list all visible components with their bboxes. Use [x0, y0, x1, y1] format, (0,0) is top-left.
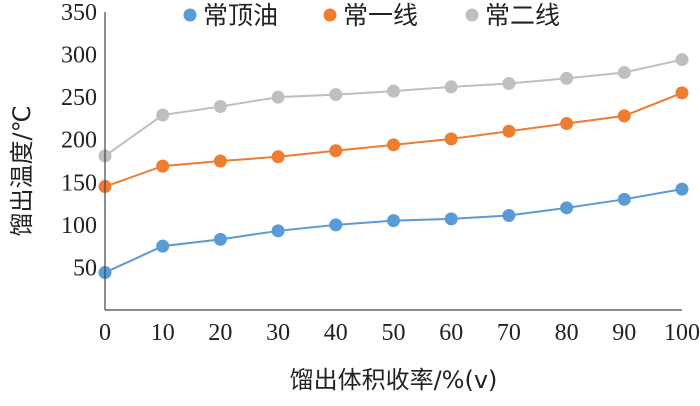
data-point	[156, 159, 170, 173]
y-tick-label: 250	[61, 85, 97, 111]
data-point	[560, 117, 574, 131]
legend-item: 常顶油	[183, 1, 278, 30]
legend-marker	[323, 8, 337, 22]
legend-label: 常顶油	[203, 1, 278, 30]
data-point	[156, 108, 170, 122]
data-point	[560, 201, 574, 215]
x-tick-labels: 0 10 20 30 40 50 60 70 80 90 100	[99, 320, 700, 346]
x-tick-label: 100	[664, 320, 700, 346]
data-point	[329, 144, 343, 158]
x-tick-label: 50	[382, 320, 406, 346]
x-tick-label: 10	[151, 320, 175, 346]
x-tick-label: 70	[497, 320, 521, 346]
legend-item: 常二线	[465, 1, 560, 30]
data-point	[156, 239, 170, 253]
series-line	[104, 188, 683, 274]
data-point	[387, 138, 400, 152]
y-tick-label: 200	[61, 128, 97, 154]
series-layer	[98, 53, 689, 280]
data-point	[502, 124, 516, 138]
legend-marker	[183, 8, 197, 22]
y-tick-label: 350	[61, 0, 97, 26]
data-point	[213, 100, 227, 114]
x-tick-label: 90	[612, 320, 636, 346]
data-point	[213, 232, 227, 246]
data-point	[617, 109, 631, 123]
x-tick-label: 30	[266, 320, 290, 346]
data-point	[271, 150, 285, 164]
y-axis-title: 馏出温度/℃	[8, 105, 36, 236]
data-point	[271, 90, 285, 104]
x-tick-label: 0	[99, 320, 111, 346]
y-tick-labels: 50 100 150 200 250 300 350	[61, 0, 97, 281]
data-point	[502, 208, 516, 222]
data-point	[560, 71, 574, 85]
data-point	[444, 80, 458, 94]
data-point	[617, 65, 631, 79]
data-point	[444, 212, 458, 226]
data-point	[329, 218, 343, 232]
data-point	[213, 154, 227, 168]
legend: 常顶油 常一线 常二线	[183, 1, 560, 30]
y-tick-label: 300	[61, 43, 97, 69]
data-point	[502, 77, 516, 91]
data-point	[675, 86, 689, 100]
data-point	[675, 53, 689, 67]
legend-item: 常一线	[323, 1, 418, 30]
x-axis-title: 馏出体积收率/%(v)	[290, 366, 498, 394]
axes	[104, 12, 682, 311]
series-2	[98, 86, 689, 194]
y-tick-label: 100	[61, 213, 97, 239]
data-point	[387, 84, 400, 98]
data-point	[329, 88, 343, 102]
data-point	[444, 132, 458, 146]
y-tick-label: 150	[61, 170, 97, 196]
y-tick-label: 50	[73, 255, 97, 281]
data-point	[387, 214, 400, 228]
x-tick-label: 20	[208, 320, 232, 346]
data-point	[617, 192, 631, 206]
x-tick-label: 40	[324, 320, 348, 346]
x-tick-label: 60	[439, 320, 463, 346]
legend-label: 常一线	[343, 1, 418, 30]
x-tick-label: 80	[555, 320, 579, 346]
data-point	[271, 224, 285, 238]
legend-marker	[465, 8, 479, 22]
legend-label: 常二线	[485, 1, 560, 30]
series-1	[98, 182, 689, 280]
series-3	[98, 53, 689, 163]
data-point	[675, 182, 689, 196]
